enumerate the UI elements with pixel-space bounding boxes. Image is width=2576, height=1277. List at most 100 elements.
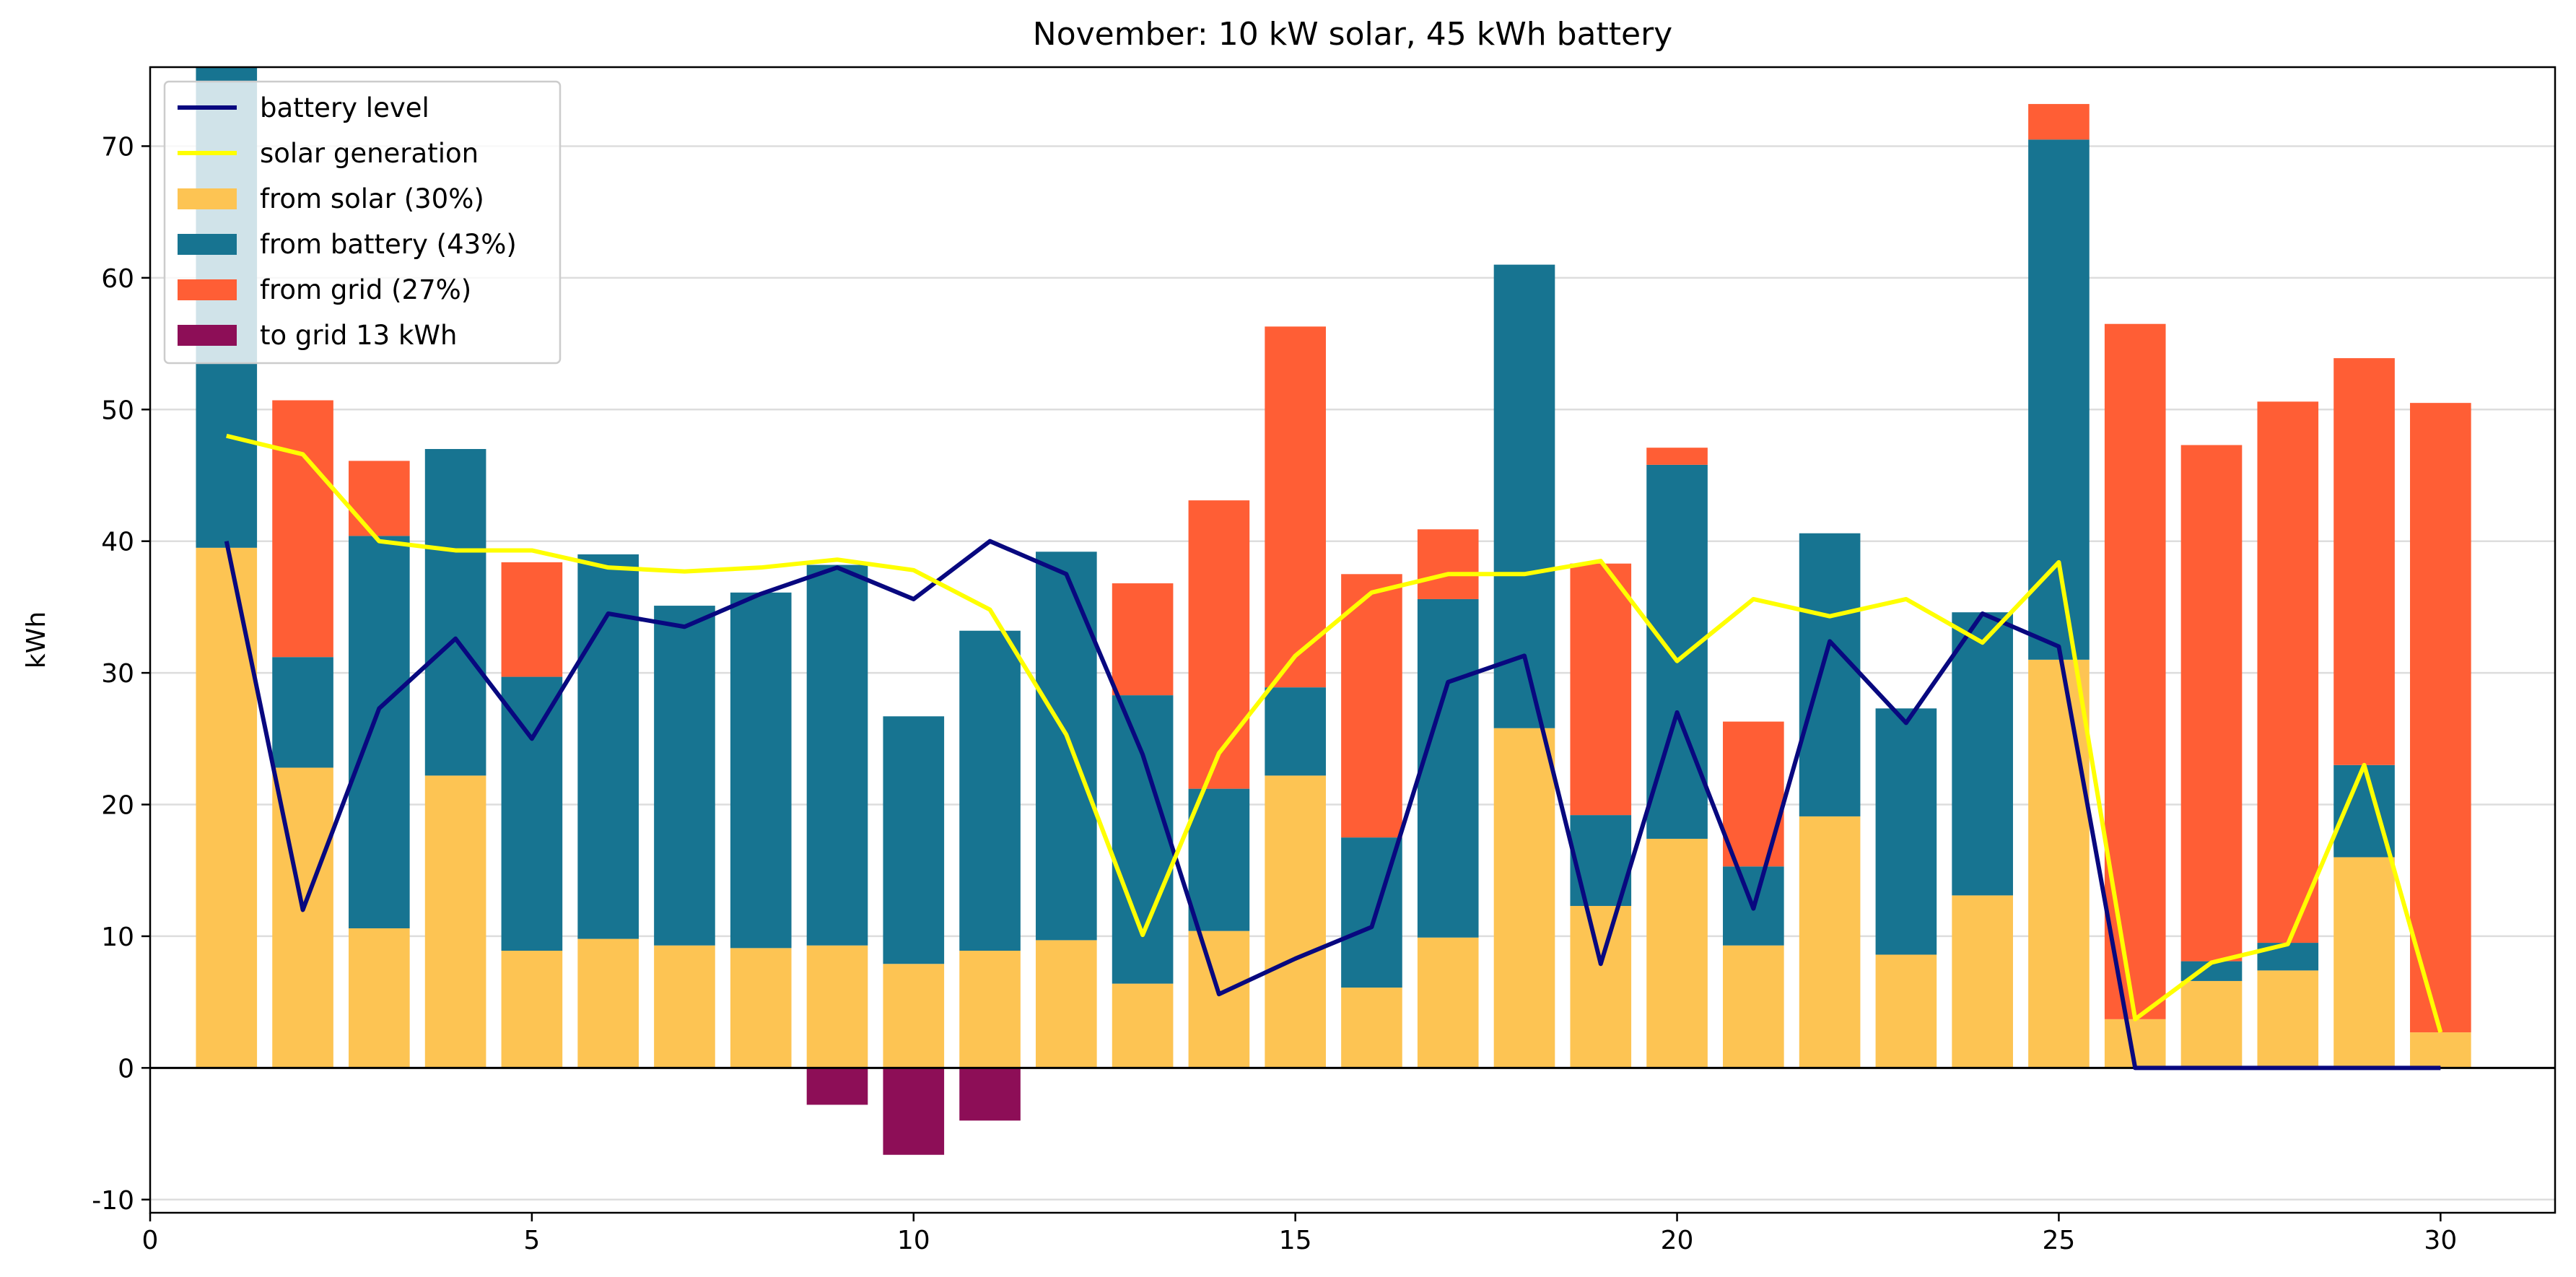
y-tick-label: 40 xyxy=(101,528,134,557)
bar-segment xyxy=(1341,574,1402,838)
x-tick-label: 5 xyxy=(523,1226,540,1255)
bar-segment xyxy=(349,928,410,1068)
bar-segment xyxy=(883,964,945,1068)
legend: battery level solar generation from solar … xyxy=(163,80,562,365)
bar-segment xyxy=(1723,721,1784,867)
bar-segment xyxy=(2410,1032,2471,1068)
bar-segment xyxy=(1952,612,2013,896)
y-tick-label: 70 xyxy=(101,132,134,162)
bar-segment xyxy=(1036,940,1097,1068)
bar-segment xyxy=(1265,687,1326,776)
bar-segment xyxy=(1723,945,1784,1068)
bar-segment xyxy=(1112,583,1174,696)
bar-segment xyxy=(196,547,258,1068)
bar-segment xyxy=(2333,857,2395,1068)
bar-segment xyxy=(806,565,868,946)
bar-segment xyxy=(1570,563,1632,816)
axes xyxy=(149,66,2557,1214)
bar-segment xyxy=(349,536,410,928)
legend-label: to grid 13 kWh xyxy=(260,320,457,351)
legend-patch-swatch xyxy=(178,325,237,346)
x-tick-label: 20 xyxy=(1661,1226,1694,1255)
legend-patch-swatch xyxy=(178,188,237,209)
bar-segment xyxy=(1265,326,1326,688)
x-tick-label: 15 xyxy=(1279,1226,1312,1255)
bar-segment xyxy=(2333,358,2395,765)
series-line xyxy=(224,539,2441,1071)
ticks: 0 5 10 15 20 25 30 -10 0 10 20 30 40 50 60 70 xyxy=(92,132,2457,1255)
bar-segment xyxy=(349,461,410,536)
bar-segment xyxy=(654,606,715,946)
bar-segment xyxy=(1112,983,1174,1068)
legend-patch-swatch xyxy=(178,234,237,255)
legend-label: solar generation xyxy=(260,138,479,169)
y-tick-label: 60 xyxy=(101,264,134,294)
bar-segment xyxy=(1188,500,1250,789)
bar-segment xyxy=(2257,970,2319,1068)
bar-segment xyxy=(1799,533,1861,816)
bar-segment xyxy=(1112,695,1174,984)
y-tick-label: 50 xyxy=(101,396,134,425)
bar-segment xyxy=(1188,930,1250,1068)
bar-segment xyxy=(501,676,563,951)
y-tick-label: -10 xyxy=(92,1186,134,1216)
bar-segment xyxy=(1952,895,2013,1068)
bar-segment xyxy=(2257,401,2319,943)
bar-segment xyxy=(501,562,563,677)
bar-segment xyxy=(1265,775,1326,1068)
legend-patch-swatch xyxy=(178,279,237,300)
bar-segment xyxy=(1570,905,1632,1068)
x-tick-label: 30 xyxy=(2424,1226,2457,1255)
x-tick-label: 25 xyxy=(2043,1226,2076,1255)
bar-segment xyxy=(501,950,563,1068)
bar-segment xyxy=(1417,937,1479,1068)
plot-frame xyxy=(149,66,2557,1214)
bar-segment xyxy=(272,400,333,658)
bar-to-grid xyxy=(883,1068,945,1155)
legend-label: from grid (27%) xyxy=(260,274,471,305)
bar-segment xyxy=(730,948,792,1068)
chart-title: November: 10 kW solar, 45 kWh battery xyxy=(1033,16,1672,53)
y-tick-label: 0 xyxy=(118,1054,134,1084)
x-tick-label: 10 xyxy=(897,1226,930,1255)
bar-segment xyxy=(654,945,715,1068)
y-tick-label: 10 xyxy=(101,923,134,952)
bar-segment xyxy=(1875,954,1937,1068)
bar-segment xyxy=(883,716,945,964)
bar-to-grid xyxy=(806,1068,868,1105)
bar-segment xyxy=(1799,816,1861,1068)
bar-segment xyxy=(2180,445,2243,962)
legend-box xyxy=(163,80,562,365)
legend-label: from battery (43%) xyxy=(260,229,517,260)
bar-segment xyxy=(1646,838,1708,1068)
bar-segment xyxy=(1417,598,1479,938)
bar-segment xyxy=(1493,264,1555,728)
bar-segment xyxy=(1417,529,1479,599)
legend-label: from solar (30%) xyxy=(260,183,484,214)
bar-segment xyxy=(1493,728,1555,1068)
bar-segment xyxy=(272,657,333,768)
bar-segment xyxy=(424,449,486,776)
bar-segment xyxy=(1341,988,1402,1068)
bar-segment xyxy=(806,945,868,1068)
y-tick-label: 30 xyxy=(101,659,134,689)
bar-segment xyxy=(1875,708,1937,955)
series-line xyxy=(226,433,2443,1033)
bar-segment xyxy=(1036,552,1097,941)
bar-segment xyxy=(577,938,639,1068)
x-tick-label: 0 xyxy=(142,1226,159,1255)
bar-to-grid xyxy=(959,1068,1021,1121)
y-tick-label: 20 xyxy=(101,791,134,821)
bar-segment xyxy=(2257,943,2319,971)
bar-segment xyxy=(2028,104,2090,140)
bar-segment xyxy=(1646,448,1708,465)
legend-label: battery level xyxy=(260,92,429,123)
bar-segment xyxy=(959,950,1021,1068)
bar-segment xyxy=(959,630,1021,951)
bar-segment xyxy=(730,592,792,949)
bar-segment xyxy=(2410,403,2471,1033)
y-axis-label: kWh xyxy=(22,611,51,668)
bar-segment xyxy=(1188,788,1250,931)
bar-segment xyxy=(2180,980,2243,1068)
